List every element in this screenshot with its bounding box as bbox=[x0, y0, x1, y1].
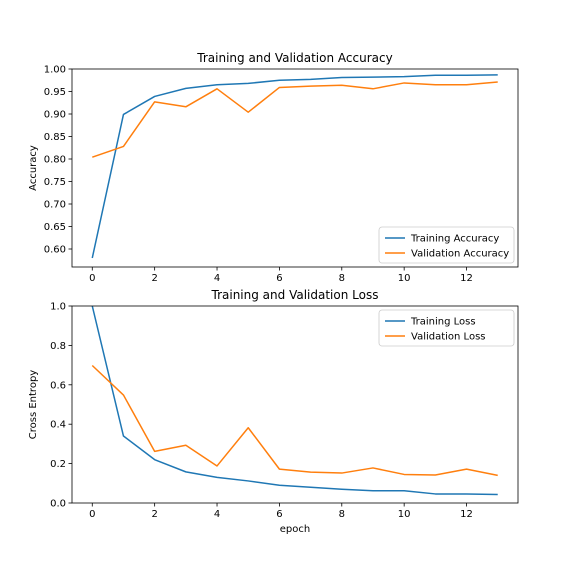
axes-frame bbox=[71, 68, 519, 268]
y-tick-label: 0.2 bbox=[50, 459, 66, 470]
y-tick-label: 0.95 bbox=[44, 87, 66, 98]
chart-panel-1: 0 2 4 6 8 10 12 0.60 0.65 0.70 0.75 0.80 0.85 0.90 0.9… bbox=[28, 51, 519, 284]
y-tick-label: 0.85 bbox=[44, 132, 66, 143]
legend-label: Training Loss bbox=[410, 317, 476, 328]
y-tick-label: 0.60 bbox=[44, 245, 66, 256]
series-line-2 bbox=[92, 81, 498, 158]
y-tick-label: 0.80 bbox=[44, 155, 66, 166]
legend-box bbox=[378, 226, 515, 264]
y-axis-label: Cross Entropy bbox=[28, 370, 39, 440]
x-tick-label: 0 bbox=[89, 509, 95, 520]
x-tick-label: 4 bbox=[214, 273, 220, 284]
y-tick-label: 0.4 bbox=[50, 420, 66, 431]
axes-frame bbox=[71, 305, 519, 504]
legend: Training Loss Validation Loss bbox=[378, 309, 515, 347]
x-tick-label: 2 bbox=[151, 273, 157, 284]
y-tick-label: 0.65 bbox=[44, 222, 66, 233]
chart-title: Training and Validation Accuracy bbox=[196, 51, 392, 65]
y-tick-label: 0.75 bbox=[44, 177, 66, 188]
legend-label: Validation Accuracy bbox=[411, 249, 509, 260]
y-tick-label: 1.00 bbox=[44, 65, 66, 76]
y-axis-label: Accuracy bbox=[28, 145, 39, 191]
y-tick-label: 0.6 bbox=[50, 380, 66, 391]
x-tick-label: 8 bbox=[339, 509, 345, 520]
x-tick-label: 10 bbox=[398, 509, 411, 520]
x-tick-label: 12 bbox=[460, 509, 473, 520]
chart-title: Training and Validation Loss bbox=[211, 288, 379, 302]
legend-label: Training Accuracy bbox=[410, 234, 499, 245]
x-tick-label: 0 bbox=[89, 273, 95, 284]
legend-box bbox=[378, 309, 515, 347]
y-tick-label: 0.90 bbox=[44, 110, 66, 121]
x-tick-label: 10 bbox=[398, 273, 411, 284]
x-tick-label: 12 bbox=[460, 273, 473, 284]
chart-panel-2: 0 2 4 6 8 10 12 0.0 0.2 0.4 0.6 0.8 1.0 Training and … bbox=[28, 288, 519, 535]
series-line-1 bbox=[91, 74, 498, 259]
legend-label: Validation Loss bbox=[411, 332, 486, 343]
x-tick-label: 6 bbox=[276, 273, 282, 284]
x-tick-label: 8 bbox=[339, 273, 345, 284]
y-tick-label: 0.70 bbox=[44, 200, 66, 211]
x-tick-label: 2 bbox=[151, 509, 157, 520]
x-tick-label: 4 bbox=[214, 509, 220, 520]
y-tick-label: 0.8 bbox=[50, 341, 66, 352]
y-tick-label: 0.0 bbox=[50, 499, 66, 510]
series-line-2 bbox=[91, 364, 498, 477]
legend: Training Accuracy Validation Accuracy bbox=[378, 226, 515, 264]
y-tick-label: 1.0 bbox=[50, 302, 66, 313]
series-line-1 bbox=[91, 306, 498, 496]
x-tick-label: 6 bbox=[276, 509, 282, 520]
x-axis-label: epoch bbox=[280, 524, 310, 535]
